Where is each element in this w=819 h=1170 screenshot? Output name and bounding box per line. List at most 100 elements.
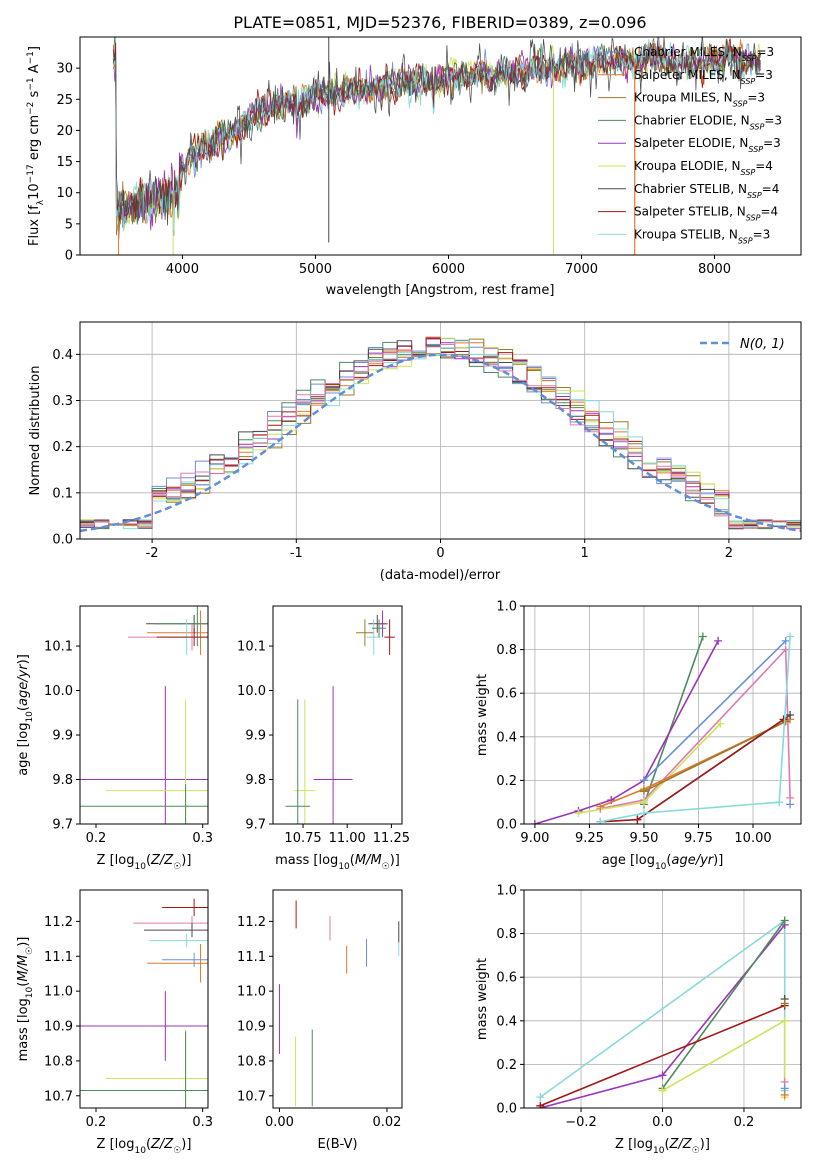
x-axis-label-part: ☉ bbox=[173, 1146, 181, 1156]
y-axis-label-part: )] bbox=[16, 937, 31, 947]
plus-marker bbox=[639, 776, 648, 785]
legend-entry: Chabrier ELODIE, NSSP=3 bbox=[634, 113, 782, 130]
axes-frame bbox=[79, 889, 209, 1109]
x-axis-label-part: ( bbox=[666, 853, 671, 868]
y-axis-label-part: M/M bbox=[16, 955, 31, 982]
plus-marker bbox=[714, 636, 723, 645]
y-axis-label-part: −2 bbox=[26, 102, 36, 115]
plus-marker bbox=[639, 809, 648, 818]
y-tick-label: 0.3 bbox=[52, 394, 73, 409]
plus-marker bbox=[596, 802, 605, 811]
x-tick-label: 0.0 bbox=[652, 1115, 673, 1130]
x-axis-label-part: Z/Z bbox=[150, 1137, 174, 1152]
legend-subscript: SSP bbox=[733, 99, 748, 108]
y-tick-label: 0.8 bbox=[496, 643, 517, 658]
y-tick-label: 9.8 bbox=[245, 773, 266, 788]
y-tick-label: 1.0 bbox=[496, 600, 517, 615]
y-axis-label: age [log10(age/yr)] bbox=[16, 654, 35, 776]
x-axis-label-part: Z [log bbox=[97, 1137, 135, 1152]
residuals-panel: -2 -1 0 1 2 0.0 0.1 0.2 0.3 0.4 (data-model)/error… bbox=[28, 321, 802, 583]
y-tick-label: 9.7 bbox=[52, 818, 73, 833]
legend-nssp: =3 bbox=[756, 45, 774, 59]
x-axis-label-part: )] bbox=[181, 853, 191, 868]
y-tick-label: 0.4 bbox=[52, 348, 73, 363]
y-tick-label: 11.1 bbox=[237, 950, 266, 965]
plot-area bbox=[536, 916, 789, 1108]
x-axis-label-part: 10 bbox=[338, 862, 350, 872]
plus-marker bbox=[780, 916, 789, 925]
plus-marker bbox=[716, 719, 725, 728]
y-axis-label-part: ( bbox=[16, 706, 31, 711]
y-axis-label: mass [log10(M/M☉)] bbox=[16, 937, 35, 1062]
plus-marker bbox=[596, 817, 605, 824]
x-axis-label-part: 10 bbox=[134, 1146, 146, 1156]
legend-label: Kroupa ELODIE, N bbox=[634, 159, 741, 173]
axes-frame bbox=[523, 605, 802, 825]
plus-marker bbox=[536, 1101, 545, 1108]
legend-subscript: SSP bbox=[738, 236, 753, 245]
weight-vs-age-panel: 9.00 9.25 9.50 9.75 10.00 0.0 0.2 0.4 0.6 0.8 1.0 a… bbox=[475, 600, 802, 872]
x-tick-label: 8000 bbox=[698, 262, 731, 277]
y-axis-label-part: −1 bbox=[26, 77, 36, 90]
plus-marker bbox=[780, 1016, 789, 1025]
y-axis-label-part: λ bbox=[36, 199, 46, 205]
plus-marker bbox=[536, 1093, 545, 1102]
x-tick-label: 9.00 bbox=[520, 831, 549, 846]
plot-area bbox=[278, 900, 400, 1107]
legend-nssp: =3 bbox=[764, 113, 782, 127]
x-axis-label: mass [log10(M/M☉)] bbox=[275, 853, 400, 872]
legend-nssp: =4 bbox=[755, 159, 773, 173]
x-axis-label-part: ( bbox=[350, 853, 355, 868]
legend-label: Kroupa STELIB, N bbox=[634, 227, 738, 241]
y-axis-label-part: −1 bbox=[26, 51, 36, 64]
plus-marker bbox=[780, 999, 789, 1008]
y-axis-label: Flux [fλ10−17 erg cm−2 s−1 A−1] bbox=[26, 46, 46, 246]
weight-line bbox=[643, 640, 787, 781]
y-tick-label: 20 bbox=[56, 124, 73, 139]
x-axis-label: wavelength [Angstrom, rest frame] bbox=[326, 283, 555, 298]
y-tick-label: 0.2 bbox=[496, 1058, 517, 1073]
legend-label: Salpeter ELODIE, N bbox=[634, 136, 748, 150]
figure-title: PLATE=0851, MJD=52376, FIBERID=0389, z=0… bbox=[233, 13, 646, 32]
y-axis-label-part: age/yr bbox=[16, 663, 31, 706]
y-tick-label: 10.7 bbox=[44, 1089, 73, 1104]
plus-marker bbox=[786, 632, 795, 641]
y-tick-label: 0.6 bbox=[496, 687, 517, 702]
plus-marker bbox=[698, 632, 707, 641]
legend-label: Chabrier STELIB, N bbox=[634, 182, 747, 196]
x-axis-label-part: 10 bbox=[655, 862, 667, 872]
y-axis-label-part: ☉ bbox=[25, 947, 35, 955]
x-tick-label: 10.00 bbox=[734, 831, 771, 846]
mass-vs-metallicity-panel: 0.2 0.310.710.810.911.011.111.2Z [log10(Z… bbox=[16, 889, 213, 1156]
y-tick-label: 11.1 bbox=[44, 950, 73, 965]
y-tick-label: 10.8 bbox=[44, 1054, 73, 1069]
legend-nssp: =4 bbox=[760, 205, 778, 219]
legend-label: Salpeter MILES, N bbox=[634, 68, 741, 82]
legend-subscript: SSP bbox=[741, 76, 756, 85]
y-tick-label: 9.7 bbox=[245, 818, 266, 833]
y-tick-label: 9.9 bbox=[52, 729, 73, 744]
x-axis-label-part: )] bbox=[390, 853, 400, 868]
plot-area bbox=[80, 606, 208, 824]
plot-area bbox=[80, 336, 801, 533]
y-tick-label: 0.1 bbox=[52, 486, 73, 501]
axes-frame bbox=[79, 36, 802, 256]
legend-nssp: =3 bbox=[747, 91, 765, 105]
x-tick-label: 11.25 bbox=[373, 831, 410, 846]
y-tick-label: 10 bbox=[56, 186, 73, 201]
x-tick-label: 0.2 bbox=[734, 1115, 755, 1130]
x-tick-label: 10.75 bbox=[284, 831, 321, 846]
plus-marker bbox=[781, 645, 790, 654]
y-tick-label: 25 bbox=[56, 93, 73, 108]
y-tick-label: 10.8 bbox=[237, 1054, 266, 1069]
y-tick-label: 11.0 bbox=[237, 985, 266, 1000]
legend-subscript: SSP bbox=[750, 122, 765, 131]
age-vs-mass-panel: 10.75 11.00 11.25 9.7 9.8 9.9 10.0 10.1 mass [lo… bbox=[237, 605, 410, 872]
legend-label: N(0, 1) bbox=[740, 337, 785, 352]
mass-vs-extinction-panel: 0.00 0.02 10.7 10.8 10.9 11.0 11.1 11.2 E(B-V) bbox=[237, 889, 403, 1152]
x-tick-label: 9.25 bbox=[575, 831, 604, 846]
legend-label: Chabrier ELODIE, N bbox=[634, 113, 750, 127]
y-axis-label-part: age [log bbox=[16, 723, 31, 776]
y-tick-label: 30 bbox=[56, 62, 73, 77]
y-tick-label: 10.0 bbox=[237, 684, 266, 699]
